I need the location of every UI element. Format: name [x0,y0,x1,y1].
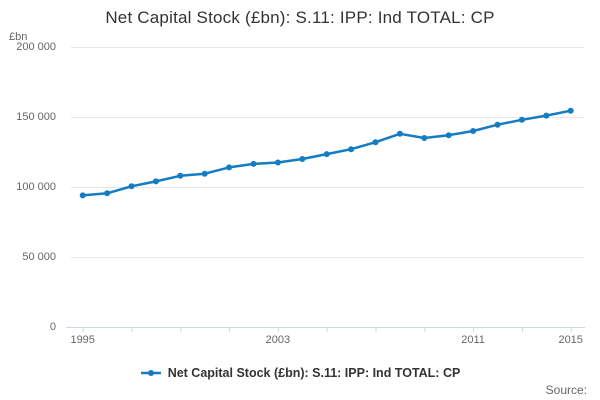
x-axis-tick-label: 2015 [558,334,583,346]
data-point[interactable] [226,164,233,171]
legend-label: Net Capital Stock (£bn): S.11: IPP: Ind … [167,366,461,380]
data-point[interactable] [201,170,208,177]
y-axis-tick-label: 200 000 [16,40,56,53]
data-point[interactable] [128,183,135,190]
data-point[interactable] [348,146,355,153]
data-point[interactable] [494,121,501,128]
data-point[interactable] [250,160,257,167]
y-axis-tick-label: 0 [49,320,56,333]
data-point[interactable] [372,139,379,146]
data-point[interactable] [543,112,550,119]
data-point[interactable] [470,128,477,134]
data-point[interactable] [177,172,184,179]
legend-line-marker-icon [140,370,161,376]
x-axis-tick-label: 2003 [265,334,291,346]
data-point[interactable] [299,156,306,162]
y-axis-tick-label: 150 000 [16,110,56,123]
data-point[interactable] [152,178,159,185]
data-point[interactable] [421,135,428,141]
data-point[interactable] [396,130,403,137]
chart-title: Net Capital Stock (£bn): S.11: IPP: Ind … [105,8,495,27]
y-axis-unit-label: £bn [9,31,28,43]
data-point[interactable] [567,107,574,114]
y-axis-tick-label: 50 000 [22,250,56,263]
data-point[interactable] [274,159,281,166]
y-axis-tick-label: 100 000 [16,180,56,193]
x-axis-tick-label: 2011 [461,334,485,346]
data-point[interactable] [79,192,86,199]
data-point[interactable] [445,132,452,139]
source-label: Source: [545,383,587,397]
data-point[interactable] [518,116,525,123]
data-point[interactable] [323,151,330,158]
x-axis-tick-label: 1995 [70,334,95,346]
legend-item[interactable]: Net Capital Stock (£bn): S.11: IPP: Ind … [0,366,600,380]
data-point[interactable] [104,190,111,197]
